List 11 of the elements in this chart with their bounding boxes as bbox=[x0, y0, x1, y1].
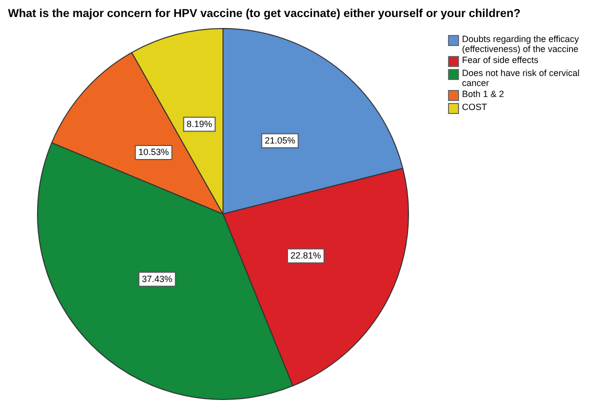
data-label: 37.43% bbox=[142, 274, 172, 284]
legend-label: Both 1 & 2 bbox=[462, 89, 504, 99]
legend-label: Fear of side effects bbox=[462, 55, 538, 65]
data-label: 10.53% bbox=[138, 146, 169, 157]
data-label: 8.19% bbox=[186, 118, 212, 129]
data-label: 21.05% bbox=[264, 135, 296, 146]
legend-label: Doubts regarding the efficacy (effectiveness) of the vaccine bbox=[462, 34, 580, 54]
legend-label: COST bbox=[462, 102, 488, 112]
chart-title: What is the major concern for HPV vaccine (to get vaccinate) either yourself or your children? bbox=[8, 8, 522, 20]
legend-label: Does not have risk of cervical cancer bbox=[462, 68, 581, 88]
data-label: 22.81% bbox=[290, 250, 322, 260]
